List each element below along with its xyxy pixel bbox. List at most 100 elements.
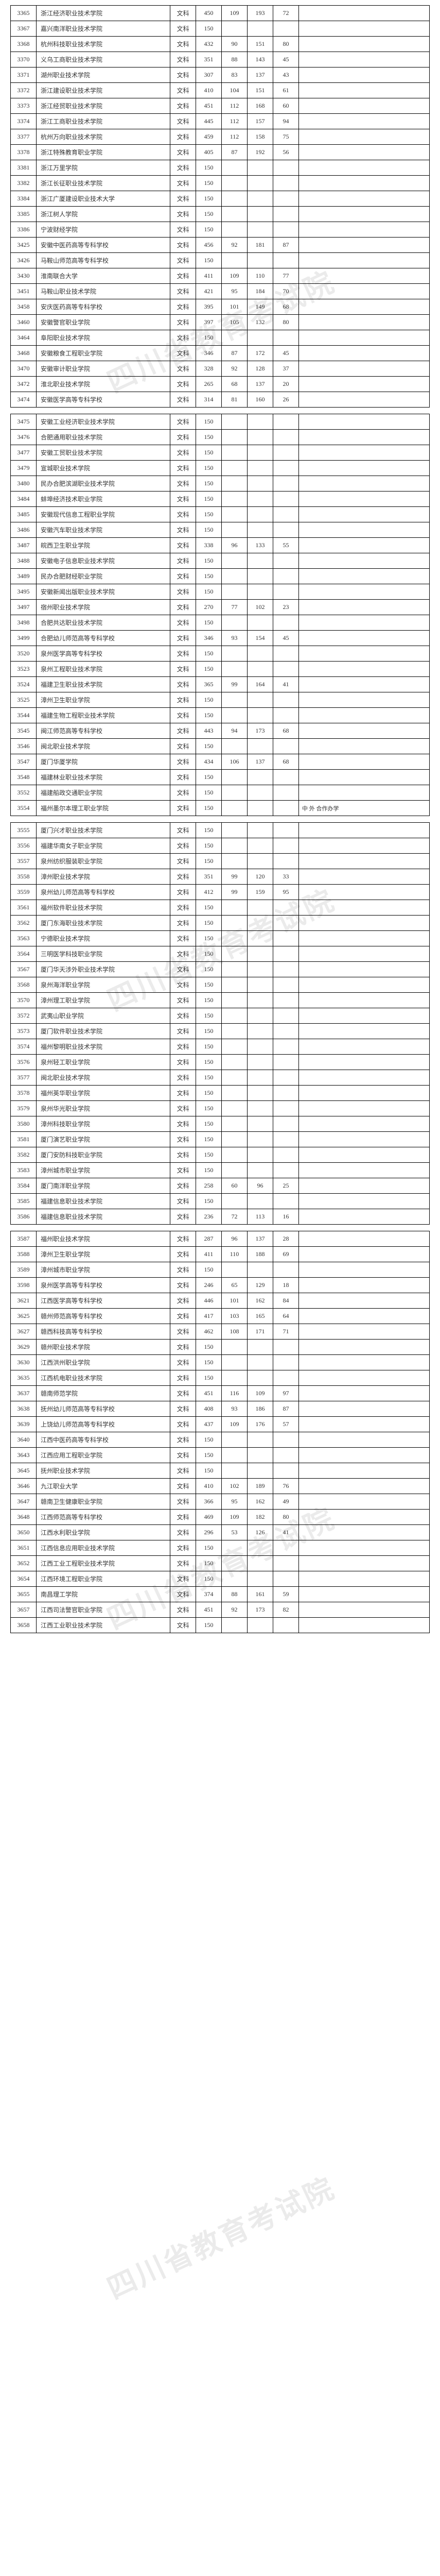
score-col-4 [273, 160, 299, 176]
category-label: 文科 [170, 346, 196, 361]
school-name: 泉州幼儿师范高等专科学校 [37, 885, 170, 900]
score-col-2: 105 [222, 315, 248, 330]
school-name: 安庆医药高等专科学校 [37, 299, 170, 315]
score-col-2: 109 [222, 1417, 248, 1432]
category-label: 文科 [170, 6, 196, 21]
score-col-3 [248, 615, 273, 631]
category-label: 文科 [170, 631, 196, 646]
school-code: 3367 [11, 21, 37, 37]
note-col [299, 1309, 430, 1324]
note-col [299, 1178, 430, 1194]
score-col-1: 150 [196, 492, 222, 507]
score-col-2: 96 [222, 538, 248, 553]
note-col [299, 785, 430, 801]
school-name: 江西工业工程职业技术学院 [37, 1556, 170, 1571]
school-name: 泉州医学高等专科学校 [37, 646, 170, 662]
score-col-4 [273, 414, 299, 430]
table-row: 3581厦门演艺职业学院文科150 [11, 1132, 430, 1147]
school-name: 浙江经济职业技术学院 [37, 6, 170, 21]
score-col-2 [222, 1055, 248, 1070]
score-col-3 [248, 1540, 273, 1556]
school-code: 3557 [11, 854, 37, 869]
school-name: 安徽审计职业学院 [37, 361, 170, 377]
score-col-1: 451 [196, 1602, 222, 1618]
score-col-3: 189 [248, 1479, 273, 1494]
score-col-2 [222, 1618, 248, 1633]
score-col-1: 150 [196, 1540, 222, 1556]
score-col-4 [273, 977, 299, 993]
score-col-3 [248, 1086, 273, 1101]
category-label: 文科 [170, 946, 196, 962]
table-row: 3577闽北职业技术学院文科150 [11, 1070, 430, 1086]
category-label: 文科 [170, 299, 196, 315]
score-col-3 [248, 414, 273, 430]
school-code: 3637 [11, 1386, 37, 1401]
category-label: 文科 [170, 1178, 196, 1194]
score-col-2 [222, 900, 248, 916]
score-col-1: 434 [196, 754, 222, 770]
note-col [299, 946, 430, 962]
school-code: 3486 [11, 522, 37, 538]
school-name: 福建船政交通职业学院 [37, 785, 170, 801]
score-col-3: 110 [248, 268, 273, 284]
table-row: 3489民办合肥财经职业学院文科150 [11, 569, 430, 584]
school-code: 3544 [11, 708, 37, 723]
score-col-4: 68 [273, 299, 299, 315]
table-row: 3586福建信息职业技术学院文科2367211316 [11, 1209, 430, 1225]
score-col-4 [273, 646, 299, 662]
score-col-3: 151 [248, 37, 273, 52]
category-label: 文科 [170, 492, 196, 507]
score-col-3: 184 [248, 284, 273, 299]
note-col [299, 1070, 430, 1086]
school-code: 3381 [11, 160, 37, 176]
category-label: 文科 [170, 1602, 196, 1618]
note-col [299, 1417, 430, 1432]
note-col [299, 754, 430, 770]
score-col-1: 150 [196, 615, 222, 631]
table-row: 3638抚州幼儿师范高等专科学校文科4089318687 [11, 1401, 430, 1417]
school-code: 3384 [11, 191, 37, 207]
school-name: 福建信息职业技术学院 [37, 1209, 170, 1225]
school-name: 宁波财经学院 [37, 222, 170, 238]
score-col-2 [222, 770, 248, 785]
category-label: 文科 [170, 430, 196, 445]
score-col-2 [222, 1070, 248, 1086]
score-col-4 [273, 1448, 299, 1463]
score-col-1: 443 [196, 723, 222, 739]
score-col-3 [248, 692, 273, 708]
score-col-3 [248, 1432, 273, 1448]
category-label: 文科 [170, 662, 196, 677]
table-row: 3576泉州轻工职业学院文科150 [11, 1055, 430, 1070]
score-col-2 [222, 962, 248, 977]
school-name: 泉州轻工职业学院 [37, 1055, 170, 1070]
score-col-4 [273, 330, 299, 346]
table-row: 3488安徽电子信息职业技术学院文科150 [11, 553, 430, 569]
admission-tables: 3365浙江经济职业技术学院文科450109193723367嘉兴南洋职业技术学… [10, 5, 430, 1633]
score-col-3: 128 [248, 361, 273, 377]
score-col-2: 92 [222, 1602, 248, 1618]
note-col [299, 569, 430, 584]
note-col [299, 346, 430, 361]
score-col-2 [222, 191, 248, 207]
score-col-2 [222, 854, 248, 869]
score-col-1: 351 [196, 869, 222, 885]
school-code: 3627 [11, 1324, 37, 1340]
score-col-3 [248, 838, 273, 854]
school-code: 3485 [11, 507, 37, 522]
school-code: 3488 [11, 553, 37, 569]
category-label: 文科 [170, 160, 196, 176]
note-col [299, 1386, 430, 1401]
score-col-2 [222, 569, 248, 584]
table-row: 3480民办合肥滨湖职业技术学院文科150 [11, 476, 430, 492]
score-col-1: 150 [196, 1163, 222, 1178]
note-col [299, 1132, 430, 1147]
school-name: 江西中医药高等专科学校 [37, 1432, 170, 1448]
table-row: 3425安徽中医药高等专科学校文科4569218187 [11, 238, 430, 253]
score-col-3: 162 [248, 1494, 273, 1510]
category-label: 文科 [170, 916, 196, 931]
school-code: 3477 [11, 445, 37, 461]
category-label: 文科 [170, 98, 196, 114]
score-col-3 [248, 1448, 273, 1463]
score-col-4 [273, 1070, 299, 1086]
school-code: 3578 [11, 1086, 37, 1101]
